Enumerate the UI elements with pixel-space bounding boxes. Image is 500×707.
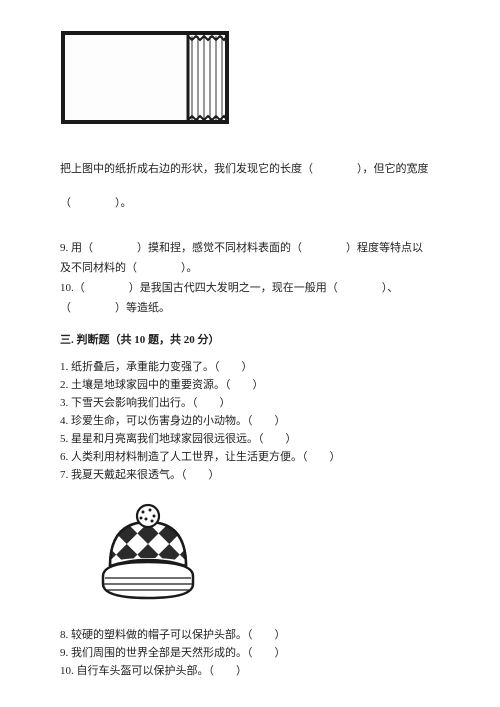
judge-item: 4. 珍爱生命，可以伤害身边的小动物。（ ） (60, 413, 445, 430)
text: ）、 (382, 282, 399, 294)
text: （ (60, 197, 71, 209)
text: 9. 用（ (60, 242, 93, 254)
judge-item: 8. 较硬的塑料做的帽子可以保护头部。（ ） (60, 627, 445, 644)
judge-item: 6. 人类利用材料制造了人工世界，让生活更方便。（ ） (60, 449, 445, 466)
text: ），但它的宽度 (357, 163, 429, 175)
text: 10.（ (60, 282, 85, 294)
question-9-line2: 及不同材料的（ ）。 (60, 260, 445, 277)
fold-description: 把上图中的纸折成右边的形状，我们发现它的长度（ ），但它的宽度 (60, 159, 445, 180)
text: ）等造纸。 (115, 302, 170, 314)
question-9: 9. 用（ ）摸和捏，感觉不同材料表面的（ ）程度等特点以 (60, 240, 445, 257)
hat-figure (88, 498, 445, 609)
judge-item: 3. 下雪天会影响我们出行。（ ） (60, 395, 445, 412)
text: 及不同材料的（ (60, 262, 137, 274)
text: ）程度等特点以 (346, 242, 423, 254)
judge-item: 9. 我们周围的世界全部是天然形成的。（ ） (60, 645, 445, 662)
text: ）。 (181, 262, 198, 274)
judge-item: 2. 土壤是地球家园中的重要资源。（ ） (60, 377, 445, 394)
folded-paper-figure (60, 30, 445, 131)
question-10-line2: （ ）等造纸。 (60, 300, 445, 317)
section-3-title: 三. 判断题（共 10 题，共 20 分） (60, 332, 445, 349)
judge-list-1: 1. 纸折叠后，承重能力变强了。（ ） 2. 土壤是地球家园中的重要资源。（ ）… (60, 359, 445, 484)
fold-description-line2: （ ）。 (60, 193, 445, 214)
text: ）是我国古代四大发明之一，现在一般用（ (129, 282, 338, 294)
judge-list-2: 8. 较硬的塑料做的帽子可以保护头部。（ ） 9. 我们周围的世界全部是天然形成… (60, 627, 445, 680)
text: 把上图中的纸折成右边的形状，我们发现它的长度（ (60, 163, 313, 175)
judge-item: 5. 星星和月亮离我们地球家园很远很远。（ ） (60, 431, 445, 448)
judge-item: 1. 纸折叠后，承重能力变强了。（ ） (60, 359, 445, 376)
judge-item: 10. 自行车头盔可以保护头部。（ ） (60, 663, 445, 680)
text: ）。 (115, 197, 132, 209)
text: （ (60, 302, 71, 314)
question-10: 10.（ ）是我国古代四大发明之一，现在一般用（ ）、 (60, 280, 445, 297)
text: ）摸和捏，感觉不同材料表面的（ (137, 242, 302, 254)
judge-item: 7. 我夏天戴起来很透气。（ ） (60, 467, 445, 484)
